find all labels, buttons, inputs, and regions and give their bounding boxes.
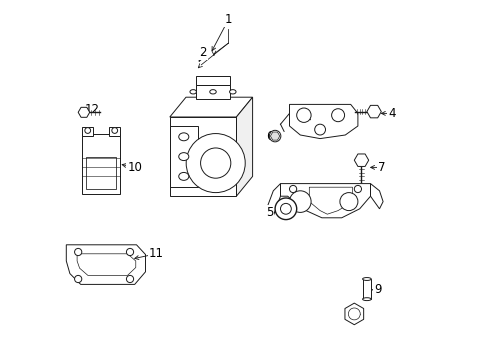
Circle shape (75, 248, 81, 256)
Bar (109, 127, 120, 136)
Polygon shape (66, 245, 145, 284)
Text: 9: 9 (373, 283, 381, 296)
Bar (82, 127, 93, 136)
Circle shape (126, 275, 133, 283)
Bar (362, 279, 370, 299)
Bar (169, 117, 236, 196)
Circle shape (289, 191, 310, 212)
Circle shape (126, 248, 133, 256)
Polygon shape (236, 97, 252, 196)
Circle shape (339, 193, 357, 211)
Circle shape (331, 109, 344, 122)
Bar (195, 76, 230, 85)
Text: 3: 3 (300, 107, 307, 120)
Bar (195, 85, 230, 99)
Ellipse shape (229, 90, 236, 94)
Circle shape (347, 308, 360, 320)
Polygon shape (344, 303, 363, 325)
Bar (86, 157, 116, 189)
Circle shape (280, 203, 291, 214)
Text: 7: 7 (377, 161, 384, 174)
Text: 1: 1 (224, 13, 232, 26)
Text: 2: 2 (199, 46, 206, 59)
Polygon shape (78, 107, 89, 117)
Circle shape (84, 128, 90, 133)
Polygon shape (267, 184, 280, 216)
Bar (82, 134, 120, 194)
Polygon shape (169, 97, 252, 117)
Text: 10: 10 (127, 161, 142, 174)
Ellipse shape (179, 153, 188, 161)
Ellipse shape (209, 90, 216, 94)
Polygon shape (366, 105, 381, 118)
Polygon shape (309, 187, 352, 214)
Polygon shape (354, 154, 368, 166)
Circle shape (269, 130, 280, 142)
Circle shape (75, 275, 81, 283)
Polygon shape (77, 254, 136, 275)
Text: 6: 6 (265, 130, 273, 143)
Circle shape (314, 124, 325, 135)
Circle shape (354, 185, 361, 193)
Polygon shape (270, 132, 279, 140)
Ellipse shape (179, 172, 188, 180)
Text: 4: 4 (387, 107, 395, 120)
Ellipse shape (362, 298, 370, 301)
Text: 12: 12 (85, 103, 100, 116)
Circle shape (200, 148, 230, 178)
Text: 11: 11 (148, 247, 163, 260)
Text: 8: 8 (353, 310, 361, 323)
Text: 5: 5 (265, 206, 273, 219)
Ellipse shape (179, 133, 188, 141)
Bar (169, 126, 197, 188)
Circle shape (289, 185, 296, 193)
Circle shape (112, 128, 117, 133)
Polygon shape (370, 184, 382, 209)
Circle shape (186, 134, 244, 193)
Ellipse shape (362, 278, 370, 280)
Polygon shape (280, 184, 370, 218)
Polygon shape (289, 104, 357, 139)
Circle shape (275, 198, 296, 220)
Circle shape (296, 108, 310, 122)
Ellipse shape (189, 90, 196, 94)
